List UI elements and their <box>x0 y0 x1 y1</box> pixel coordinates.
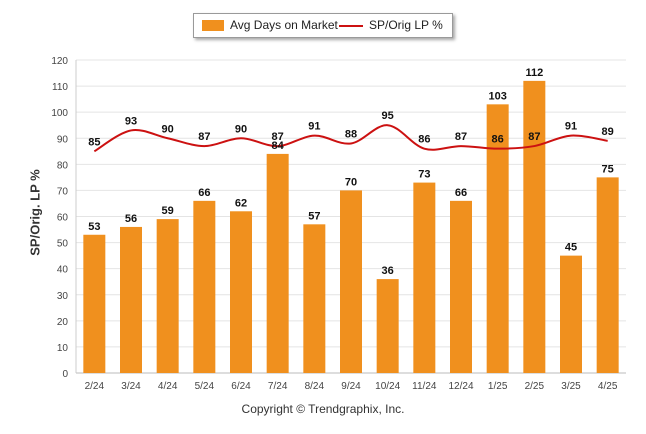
bar <box>303 224 326 373</box>
copyright-text: Copyright © Trendgraphix, Inc. <box>241 402 405 416</box>
line-data-label: 91 <box>308 121 320 133</box>
x-tick-label: 4/25 <box>598 381 618 392</box>
y-tick-label: 60 <box>57 213 69 224</box>
y-axis-label: SP/Orig. LP % <box>27 169 43 256</box>
line-data-label: 90 <box>162 123 174 135</box>
bar <box>523 80 546 373</box>
line-data-label: 86 <box>492 134 504 146</box>
bar-data-label: 84 <box>272 140 285 152</box>
x-tick-label: 3/24 <box>121 381 141 392</box>
bar-data-label: 59 <box>162 205 174 217</box>
bar-data-label: 103 <box>488 90 506 102</box>
bar <box>120 226 142 373</box>
bar <box>83 234 106 373</box>
y-tick-label: 20 <box>57 317 69 328</box>
y-tick-label: 0 <box>62 369 68 380</box>
legend-line-swatch <box>339 25 363 27</box>
y-tick-label: 40 <box>57 265 69 276</box>
x-tick-label: 5/24 <box>195 381 215 392</box>
y-tick-label: 90 <box>57 134 69 145</box>
bar <box>193 200 216 373</box>
bar-data-label: 70 <box>345 176 357 188</box>
x-tick-label: 12/24 <box>448 381 473 392</box>
bar <box>230 211 252 373</box>
x-tick-label: 8/24 <box>305 381 325 392</box>
legend-item-bar[interactable]: Avg Days on Market <box>202 14 338 37</box>
line-data-label: 87 <box>528 131 540 143</box>
bar-data-label: 66 <box>198 187 210 199</box>
y-tick-label: 30 <box>57 291 69 302</box>
bar-data-label: 62 <box>235 197 247 209</box>
x-tick-label: 1/25 <box>488 381 508 392</box>
bar-data-label: 56 <box>125 213 137 225</box>
bar <box>486 104 509 373</box>
line-data-label: 89 <box>602 126 614 138</box>
y-tick-label: 80 <box>57 160 69 171</box>
line-data-label: 88 <box>345 128 357 140</box>
bar-data-label: 112 <box>525 67 543 79</box>
x-tick-label: 6/24 <box>231 381 251 392</box>
y-tick-label: 50 <box>57 239 69 250</box>
bar <box>266 153 289 373</box>
x-tick-label: 3/25 <box>561 381 581 392</box>
line-data-label: 85 <box>88 136 100 148</box>
x-tick-label: 2/25 <box>525 381 545 392</box>
x-tick-label: 4/24 <box>158 381 178 392</box>
line-data-label: 95 <box>382 110 394 122</box>
x-tick-label: 7/24 <box>268 381 288 392</box>
line-data-label: 93 <box>125 115 137 127</box>
y-tick-label: 10 <box>57 343 69 354</box>
bar-data-label: 75 <box>602 163 614 175</box>
bar <box>156 219 179 373</box>
bar <box>413 182 436 373</box>
y-tick-label: 120 <box>51 56 68 67</box>
legend-bar-swatch <box>202 20 224 31</box>
y-tick-label: 110 <box>52 82 68 93</box>
legend-line-label: SP/Orig LP % <box>369 18 443 32</box>
legend: Avg Days on Market SP/Orig LP % <box>193 13 453 38</box>
line-data-label: 90 <box>235 123 247 135</box>
bar <box>596 177 619 373</box>
line-data-label: 87 <box>455 131 467 143</box>
bar-data-label: 73 <box>418 169 430 181</box>
bar <box>340 190 362 373</box>
y-tick-label: 70 <box>57 186 69 197</box>
bar <box>450 200 472 373</box>
line-data-label: 87 <box>198 131 210 143</box>
legend-item-line[interactable]: SP/Orig LP % <box>339 14 443 37</box>
bar <box>376 279 399 373</box>
legend-bar-label: Avg Days on Market <box>230 18 338 32</box>
line-data-label: 86 <box>418 134 430 146</box>
bar-data-label: 57 <box>308 210 320 222</box>
line-data-label: 87 <box>272 131 284 143</box>
x-tick-label: 11/24 <box>412 381 437 392</box>
series-line <box>93 124 608 153</box>
y-tick-label: 100 <box>51 108 68 119</box>
bar-data-label: 45 <box>565 242 577 254</box>
x-tick-label: 9/24 <box>341 381 361 392</box>
line-data-label: 91 <box>565 121 577 133</box>
bar <box>560 255 582 373</box>
x-tick-label: 10/24 <box>375 381 400 392</box>
bar-data-label: 66 <box>455 187 467 199</box>
x-tick-label: 2/24 <box>85 381 105 392</box>
bar-data-label: 36 <box>382 265 394 277</box>
bar-data-label: 53 <box>88 221 100 233</box>
